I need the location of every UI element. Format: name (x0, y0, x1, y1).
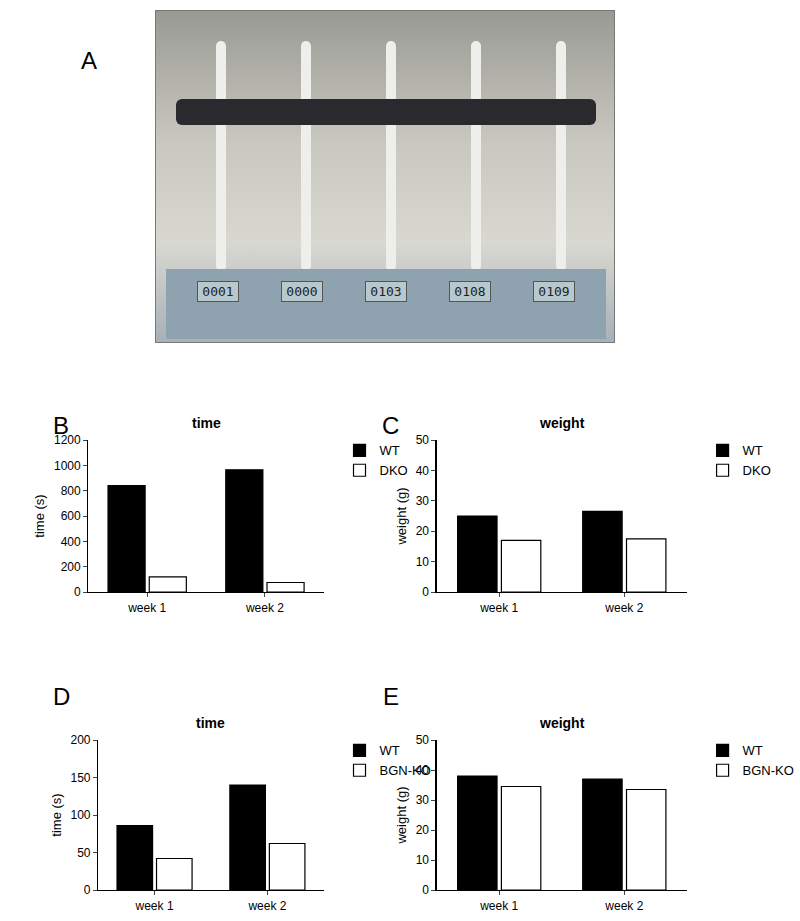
svg-text:0: 0 (422, 883, 429, 897)
svg-text:time: time (192, 415, 221, 431)
svg-text:BGN-KO: BGN-KO (380, 763, 431, 778)
svg-text:200: 200 (61, 560, 81, 574)
svg-text:DKO: DKO (380, 463, 408, 478)
svg-text:WT: WT (380, 743, 400, 758)
svg-text:time: time (196, 715, 225, 731)
svg-text:week 2: week 2 (245, 601, 284, 615)
svg-text:800: 800 (61, 484, 81, 498)
svg-text:1200: 1200 (54, 433, 81, 447)
svg-text:B: B (53, 412, 69, 439)
svg-text:50: 50 (416, 733, 430, 747)
svg-text:week 2: week 2 (247, 899, 286, 913)
svg-text:A: A (81, 47, 97, 74)
svg-text:weight: weight (539, 715, 585, 731)
svg-text:D: D (53, 683, 70, 710)
html-text:0103: 0103 (370, 284, 402, 299)
html-text:0000: 0000 (286, 284, 318, 299)
svg-text:20: 20 (416, 524, 430, 538)
svg-text:0: 0 (74, 585, 81, 599)
svg-text:week 2: week 2 (604, 899, 643, 913)
svg-text:40: 40 (416, 464, 430, 478)
svg-text:time (s): time (s) (49, 793, 64, 836)
svg-text:30: 30 (416, 793, 430, 807)
svg-text:600: 600 (61, 509, 81, 523)
svg-text:week 1: week 1 (479, 899, 518, 913)
svg-text:30: 30 (416, 494, 430, 508)
svg-text:E: E (383, 683, 399, 710)
svg-text:WT: WT (743, 743, 763, 758)
html-text:0108: 0108 (454, 284, 486, 299)
svg-text:WT: WT (380, 443, 400, 458)
html-text:0109: 0109 (538, 284, 570, 299)
svg-text:100: 100 (70, 808, 90, 822)
svg-text:BGN-KO: BGN-KO (743, 763, 794, 778)
svg-text:20: 20 (416, 823, 430, 837)
svg-text:C: C (382, 412, 399, 439)
svg-text:400: 400 (61, 535, 81, 549)
svg-text:10: 10 (416, 555, 430, 569)
svg-text:10: 10 (416, 853, 430, 867)
svg-text:weight (g): weight (g) (394, 786, 409, 844)
svg-text:weight: weight (539, 415, 585, 431)
svg-text:0: 0 (84, 883, 91, 897)
svg-text:WT: WT (743, 443, 763, 458)
svg-text:weight (g): weight (g) (394, 487, 409, 545)
svg-text:150: 150 (70, 771, 90, 785)
svg-text:1000: 1000 (54, 459, 81, 473)
svg-text:week 1: week 1 (135, 899, 174, 913)
svg-text:50: 50 (416, 433, 430, 447)
svg-text:time (s): time (s) (32, 494, 47, 537)
html-text:0001: 0001 (202, 284, 234, 299)
svg-text:week 1: week 1 (479, 601, 518, 615)
svg-text:week 2: week 2 (604, 601, 643, 615)
svg-text:DKO: DKO (743, 463, 771, 478)
svg-text:50: 50 (77, 846, 91, 860)
svg-text:0: 0 (422, 585, 429, 599)
svg-text:week 1: week 1 (127, 601, 166, 615)
svg-text:200: 200 (70, 733, 90, 747)
